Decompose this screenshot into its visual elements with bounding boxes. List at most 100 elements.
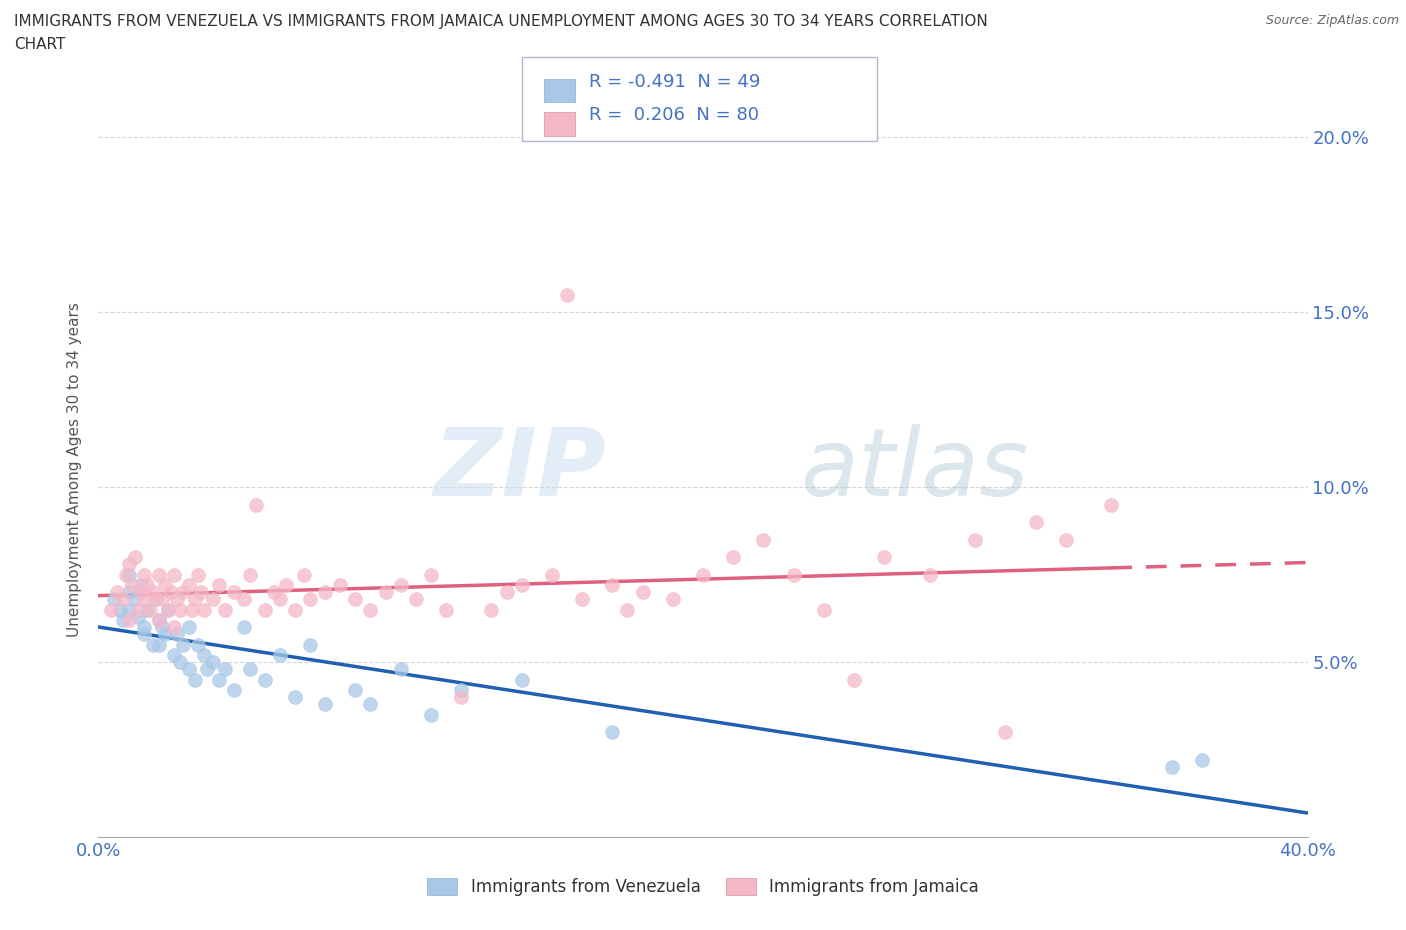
Point	[224, 585, 246, 600]
Text: CHART: CHART	[14, 37, 66, 52]
Point	[142, 585, 165, 600]
Point	[148, 637, 170, 652]
Point	[239, 567, 262, 582]
Point	[994, 724, 1017, 739]
Point	[208, 672, 231, 687]
Point	[193, 602, 215, 617]
Point	[127, 602, 149, 617]
Text: IMMIGRANTS FROM VENEZUELA VS IMMIGRANTS FROM JAMAICA UNEMPLOYMENT AMONG AGES 30 : IMMIGRANTS FROM VENEZUELA VS IMMIGRANTS …	[14, 14, 988, 29]
Point	[214, 661, 236, 676]
Point	[269, 647, 291, 662]
Point	[631, 585, 654, 600]
Point	[555, 287, 578, 302]
Point	[148, 613, 170, 628]
Point	[918, 567, 941, 582]
Point	[813, 602, 835, 617]
Point	[661, 591, 683, 606]
Text: ZIP: ZIP	[433, 424, 606, 515]
Point	[329, 578, 352, 592]
Point	[274, 578, 297, 592]
Point	[450, 683, 472, 698]
Point	[127, 609, 149, 624]
Point	[723, 550, 745, 565]
Point	[510, 672, 533, 687]
Point	[202, 655, 225, 670]
Point	[195, 661, 218, 676]
Point	[169, 655, 191, 670]
Point	[314, 585, 336, 600]
Point	[571, 591, 593, 606]
Point	[965, 532, 987, 547]
Point	[148, 613, 170, 628]
Point	[1024, 514, 1046, 529]
Point	[132, 619, 155, 634]
Point	[602, 578, 624, 592]
Point	[420, 567, 443, 582]
Point	[616, 602, 638, 617]
Point	[540, 567, 562, 582]
Point	[783, 567, 806, 582]
Point	[132, 591, 155, 606]
Point	[150, 591, 173, 606]
Point	[108, 602, 131, 617]
Point	[163, 619, 186, 634]
Point	[214, 602, 236, 617]
Point	[153, 627, 176, 642]
Point	[179, 578, 201, 592]
Point	[145, 591, 167, 606]
Point	[179, 619, 201, 634]
Point	[1160, 760, 1182, 775]
Point	[481, 602, 503, 617]
Point	[179, 661, 201, 676]
Legend: Immigrants from Venezuela, Immigrants from Jamaica: Immigrants from Venezuela, Immigrants fr…	[420, 871, 986, 903]
Point	[360, 602, 382, 617]
Point	[344, 683, 367, 698]
Point	[184, 672, 207, 687]
Point	[166, 627, 188, 642]
Point	[156, 602, 179, 617]
Point	[284, 690, 307, 705]
Point	[118, 557, 141, 572]
Point	[239, 661, 262, 676]
Point	[187, 567, 209, 582]
Point	[111, 591, 134, 606]
Text: Source: ZipAtlas.com: Source: ZipAtlas.com	[1265, 14, 1399, 27]
Point	[163, 647, 186, 662]
Point	[202, 591, 225, 606]
Point	[232, 619, 254, 634]
Point	[118, 602, 141, 617]
Text: atlas: atlas	[800, 424, 1028, 515]
Point	[190, 585, 212, 600]
Point	[187, 637, 209, 652]
Point	[105, 585, 128, 600]
Point	[450, 690, 472, 705]
Point	[163, 567, 186, 582]
Point	[193, 647, 215, 662]
Point	[510, 578, 533, 592]
Point	[124, 591, 146, 606]
Point	[172, 585, 194, 600]
Point	[111, 613, 134, 628]
Point	[253, 602, 276, 617]
Text: R = -0.491  N = 49: R = -0.491 N = 49	[589, 73, 761, 90]
Point	[692, 567, 714, 582]
Point	[292, 567, 315, 582]
Point	[495, 585, 517, 600]
Point	[124, 550, 146, 565]
Point	[129, 585, 152, 600]
Point	[405, 591, 427, 606]
Point	[118, 585, 141, 600]
Point	[135, 578, 157, 592]
Point	[135, 602, 157, 617]
Point	[299, 637, 322, 652]
Point	[114, 567, 136, 582]
Point	[360, 697, 382, 711]
Point	[153, 578, 176, 592]
Point	[148, 567, 170, 582]
Point	[284, 602, 307, 617]
Point	[232, 591, 254, 606]
Point	[1099, 498, 1122, 512]
Point	[434, 602, 457, 617]
Point	[1054, 532, 1077, 547]
Point	[100, 602, 122, 617]
